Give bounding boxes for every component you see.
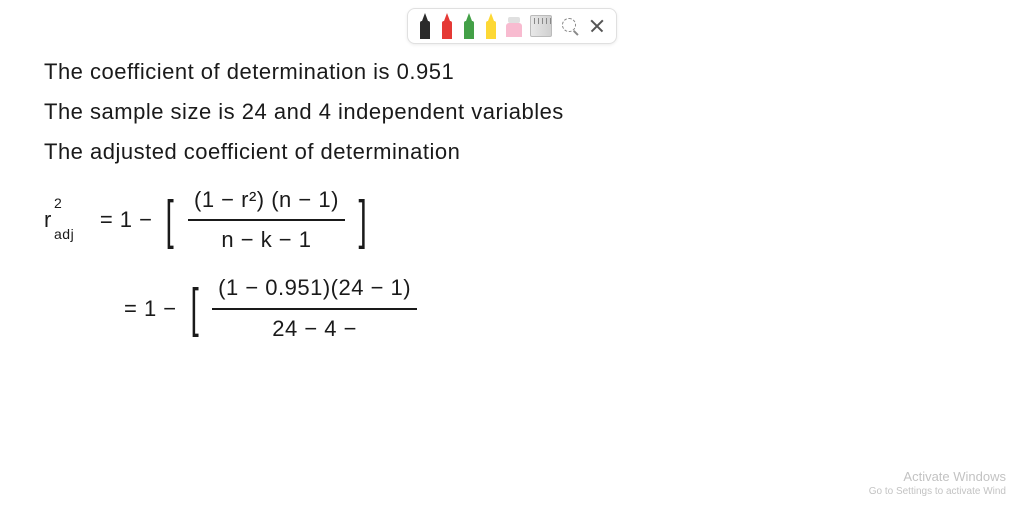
prefix-text: = 1 −: [124, 292, 177, 326]
red-pen-icon[interactable]: [440, 13, 454, 39]
close-icon[interactable]: [588, 17, 606, 35]
green-pen-icon[interactable]: [462, 13, 476, 39]
numerator-1: (1 − r²) (n − 1): [188, 183, 345, 221]
ruler-icon[interactable]: [530, 15, 552, 37]
symbol-r: r: [44, 207, 52, 232]
fraction-2: (1 − 0.951)(24 − 1) 24 − 4 −: [212, 271, 417, 345]
denominator-2: 24 − 4 −: [266, 310, 363, 346]
numerator-2: (1 − 0.951)(24 − 1): [212, 271, 417, 309]
text-line-3: The adjusted coefficient of determinatio…: [44, 135, 994, 169]
annotation-toolbar: [407, 8, 617, 44]
left-bracket-icon: [: [166, 196, 175, 245]
left-bracket-icon-2: [: [190, 284, 199, 333]
r-squared-adj-symbol: r 2 adj: [44, 203, 52, 237]
equals-text: = 1 −: [100, 203, 153, 237]
watermark-subtitle: Go to Settings to activate Wind: [869, 486, 1006, 499]
text-line-1: The coefficient of determination is 0.95…: [44, 55, 994, 89]
zoom-icon[interactable]: [560, 16, 580, 36]
text-line-2: The sample size is 24 and 4 independent …: [44, 95, 994, 129]
yellow-highlighter-icon[interactable]: [484, 13, 498, 39]
fraction-1: (1 − r²) (n − 1) n − k − 1: [188, 183, 345, 257]
symbol-sup: 2: [54, 193, 62, 215]
watermark-title: Activate Windows: [869, 469, 1006, 485]
formula-adjusted-r2: r 2 adj = 1 − [ (1 − r²) (n − 1) n − k −…: [44, 183, 994, 257]
denominator-1: n − k − 1: [215, 221, 317, 257]
right-bracket-icon: ]: [358, 196, 367, 245]
symbol-sub: adj: [54, 224, 74, 246]
formula-substituted: = 1 − [ (1 − 0.951)(24 − 1) 24 − 4 −: [124, 271, 994, 345]
black-pen-icon[interactable]: [418, 13, 432, 39]
windows-activation-watermark: Activate Windows Go to Settings to activ…: [869, 469, 1006, 498]
eraser-icon[interactable]: [506, 15, 522, 37]
handwriting-canvas: The coefficient of determination is 0.95…: [44, 55, 994, 356]
